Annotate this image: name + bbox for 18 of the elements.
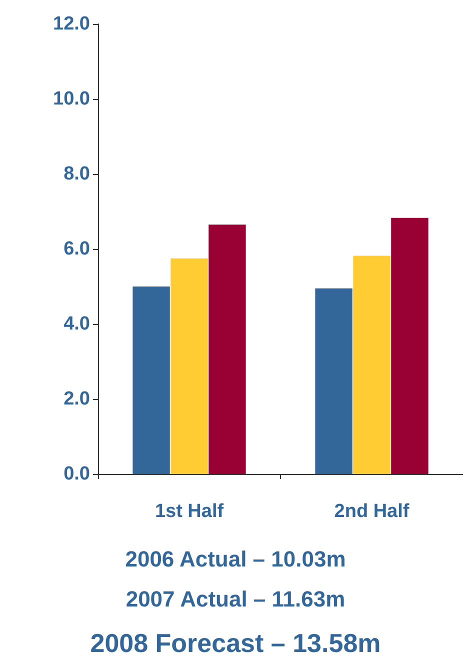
text: 2008 Forecast – 13.58m (90, 628, 381, 658)
x-tick-label: 1st Half (154, 501, 224, 522)
bar (170, 258, 208, 474)
bar (391, 218, 428, 474)
y-tick-label: 4.0 (64, 314, 90, 334)
bar (315, 288, 352, 474)
bar (353, 256, 390, 474)
y-tick-label: 0.0 (64, 464, 90, 484)
y-tick-label: 6.0 (64, 238, 90, 260)
y-tick-label: 10.0 (53, 88, 90, 110)
bar (132, 286, 170, 474)
text: 2007 Actual – 11.63m (126, 586, 346, 612)
y-tick-label: 12.0 (53, 14, 90, 34)
y-tick-label: 2.0 (64, 388, 90, 410)
x-tick-label: 2nd Half (334, 501, 410, 522)
y-tick-label: 8.0 (64, 164, 90, 184)
text: 2006 Actual – 10.03m (125, 546, 346, 572)
bar (208, 224, 246, 474)
